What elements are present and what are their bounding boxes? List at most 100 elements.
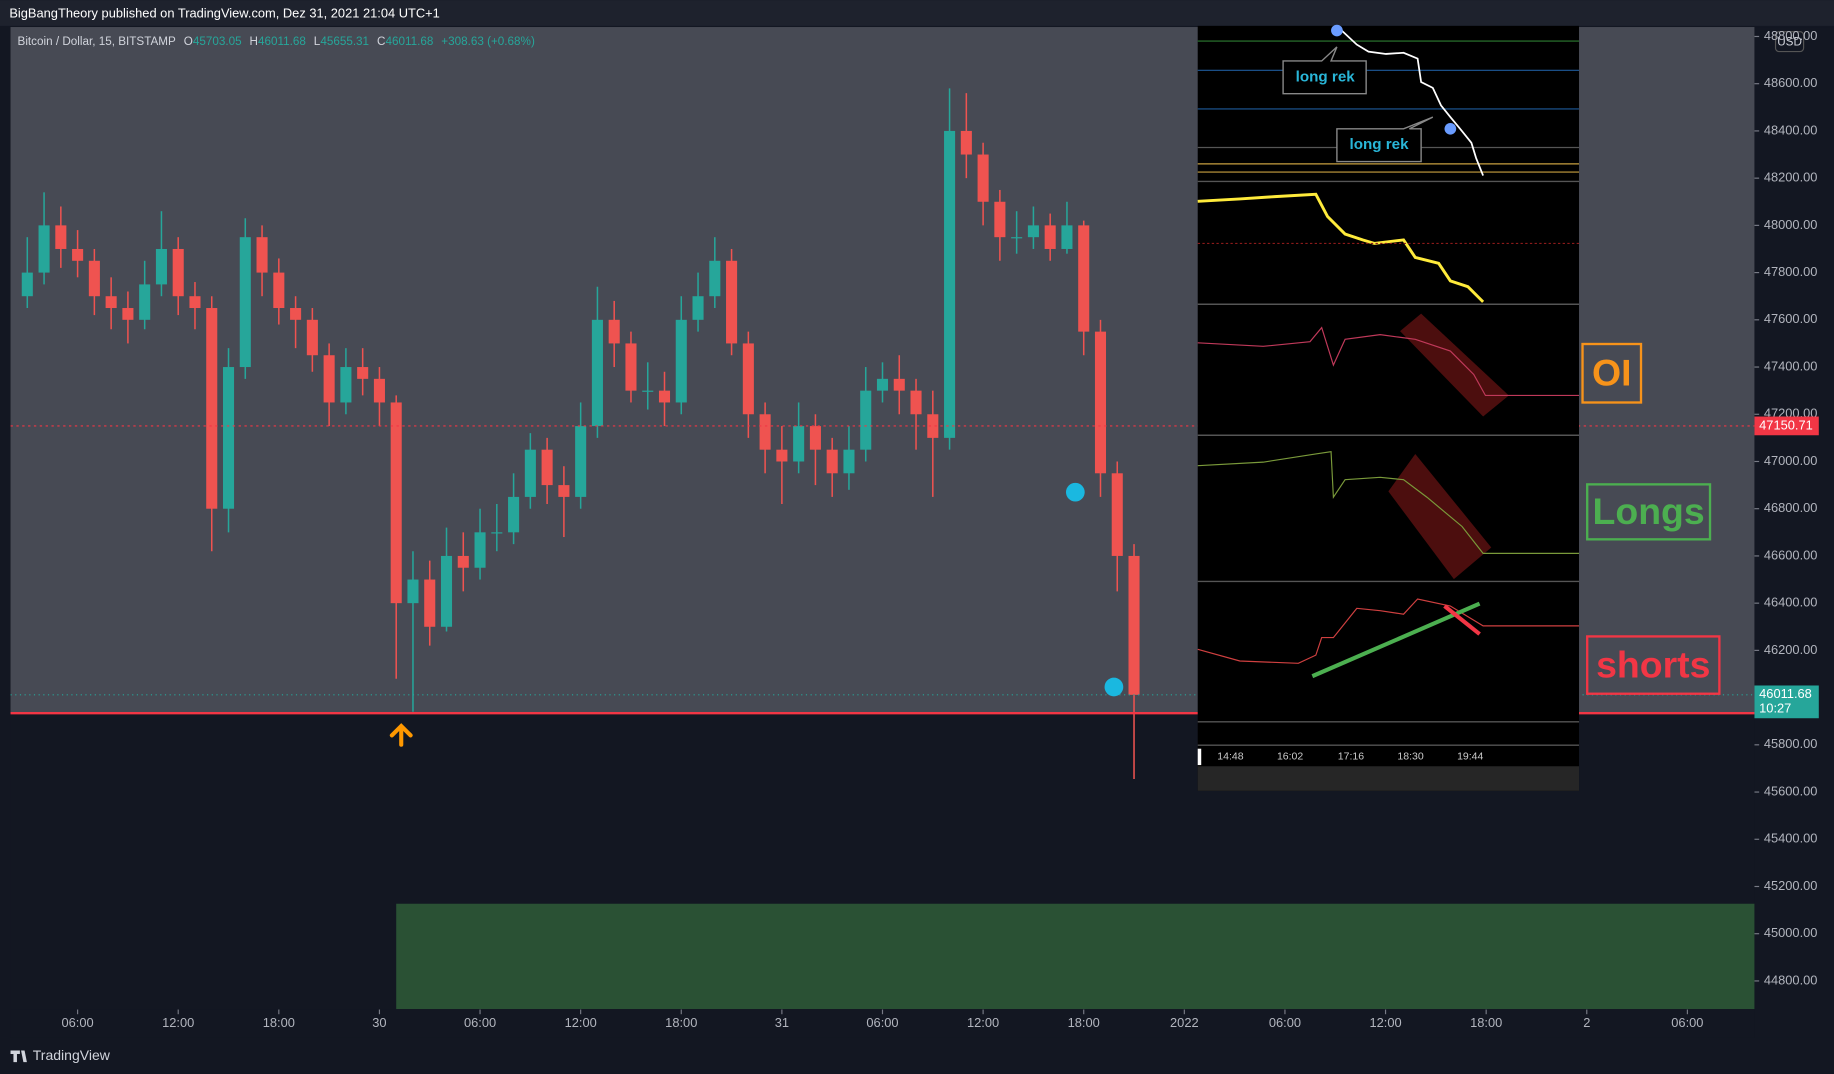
ohlc-value: 45655.31	[320, 35, 369, 48]
y-tick-label: 45800.00	[1764, 736, 1818, 751]
candle-body	[726, 260, 738, 344]
legend-header: Bitcoin / Dollar, 15, BITSTAMP O45703.05…	[18, 35, 535, 48]
inset-highlight	[1388, 453, 1492, 580]
candle-body	[290, 308, 302, 320]
candle-body	[424, 579, 436, 627]
label-text: Longs	[1593, 490, 1705, 532]
y-tick-label: 44800.00	[1764, 972, 1818, 987]
candle-body	[38, 225, 50, 273]
change: +308.63 (+0.68%)	[441, 35, 535, 48]
x-tick-label: 12:00	[162, 1015, 194, 1030]
y-tick-label: 48600.00	[1764, 75, 1818, 90]
candle-body	[55, 225, 67, 249]
candle-body	[373, 378, 385, 403]
label-text: OI	[1592, 351, 1632, 393]
top-bar	[0, 0, 1834, 26]
y-tick-label: 47800.00	[1764, 264, 1818, 279]
ohlc-label: C	[377, 35, 385, 48]
inset-footer	[1197, 766, 1580, 791]
ohlc-label: L	[314, 35, 321, 48]
axes: 44800.00 45000.00 45200.00 45400.00 45600.00…	[62, 28, 1819, 1030]
currency-box	[1774, 31, 1805, 53]
candle-body	[189, 296, 201, 309]
x-tick-label: 18:00	[1068, 1015, 1100, 1030]
candle-body	[591, 319, 603, 427]
callout-text: long rek	[1349, 136, 1409, 153]
y-tick-label: 47400.00	[1764, 358, 1818, 373]
candle-body	[524, 449, 536, 497]
brand: TradingView	[10, 1047, 111, 1063]
candle-body	[206, 308, 218, 509]
inset-cursor	[1197, 748, 1202, 766]
zone	[396, 903, 1755, 1010]
candle-body	[675, 319, 687, 403]
candle-body	[1078, 225, 1090, 332]
inset-dot	[1331, 24, 1343, 37]
panel-labels: OI Longs shorts	[389, 342, 1721, 747]
y-tick-label: 46600.00	[1764, 547, 1818, 562]
ohlc-value: 46011.68	[258, 35, 306, 48]
label-box	[1586, 483, 1712, 541]
candle-body	[122, 308, 134, 320]
ohlc-label: H	[250, 35, 258, 48]
y-tick-label: 46200.00	[1764, 642, 1818, 657]
candle-body	[1044, 225, 1056, 249]
candle-body	[407, 579, 419, 604]
candle-body	[642, 390, 654, 392]
candle-body	[608, 319, 620, 344]
y-tick-label: 48800.00	[1764, 28, 1818, 43]
y-tick-label: 45200.00	[1764, 878, 1818, 893]
candle-body	[876, 378, 889, 391]
y-tick-label: 46800.00	[1764, 500, 1818, 515]
candle-body	[742, 343, 754, 415]
inset-oi	[1197, 326, 1580, 397]
x-tick-label: 06:00	[62, 1015, 94, 1030]
inset-highlight	[1400, 313, 1509, 417]
candle-body	[139, 284, 151, 320]
inset-yellow	[1197, 192, 1485, 303]
candle-body	[927, 414, 939, 438]
price-badge	[1754, 685, 1819, 719]
inset: long rek long rek 14:48 16:02 17:16 18:3…	[1197, 24, 1580, 791]
marker	[1065, 482, 1085, 502]
countdown: 10:27	[1759, 700, 1791, 715]
candle-body	[323, 355, 335, 403]
y-tick-label: 48000.00	[1764, 217, 1818, 232]
y-tick-label: 46400.00	[1764, 595, 1818, 610]
candle-body	[776, 449, 788, 462]
inset-dividers	[1197, 180, 1580, 746]
candle-body	[21, 272, 33, 297]
candle-body	[759, 414, 771, 450]
label-box	[1581, 342, 1643, 404]
x-tick-label: 18:00	[665, 1015, 697, 1030]
x-tick-label: 18:00	[1470, 1015, 1502, 1030]
candle-body	[239, 237, 251, 368]
candle-body	[1011, 237, 1023, 239]
price-label: 46011.68	[1759, 686, 1812, 701]
candle-body	[508, 496, 520, 533]
alert-badge	[1754, 416, 1819, 436]
x-tick-label: 2	[1583, 1015, 1590, 1030]
x-tick-label: 06:00	[464, 1015, 496, 1030]
alert-label: 47150.71	[1759, 417, 1813, 432]
inset-time: 17:16	[1338, 751, 1364, 763]
candle-body	[575, 426, 587, 497]
candle-body	[860, 390, 872, 450]
inset-time: 16:02	[1277, 751, 1303, 763]
candle-body	[72, 248, 84, 261]
candle-body	[843, 449, 855, 474]
inset-shorts	[1197, 598, 1580, 664]
x-tick-label: 06:00	[1671, 1015, 1703, 1030]
candle-body	[306, 319, 318, 356]
inset-time: 18:30	[1397, 751, 1423, 763]
candle-body	[1111, 473, 1123, 556]
currency: USD	[1777, 35, 1802, 48]
candle-body	[256, 237, 268, 273]
candle-body	[960, 130, 972, 155]
inset-price	[1338, 27, 1484, 176]
x-tick-label: 18:00	[263, 1015, 295, 1030]
callout-text: long rek	[1296, 68, 1356, 85]
publisher: BigBangTheory published on TradingView.c…	[9, 6, 439, 21]
candle-body	[910, 390, 922, 415]
